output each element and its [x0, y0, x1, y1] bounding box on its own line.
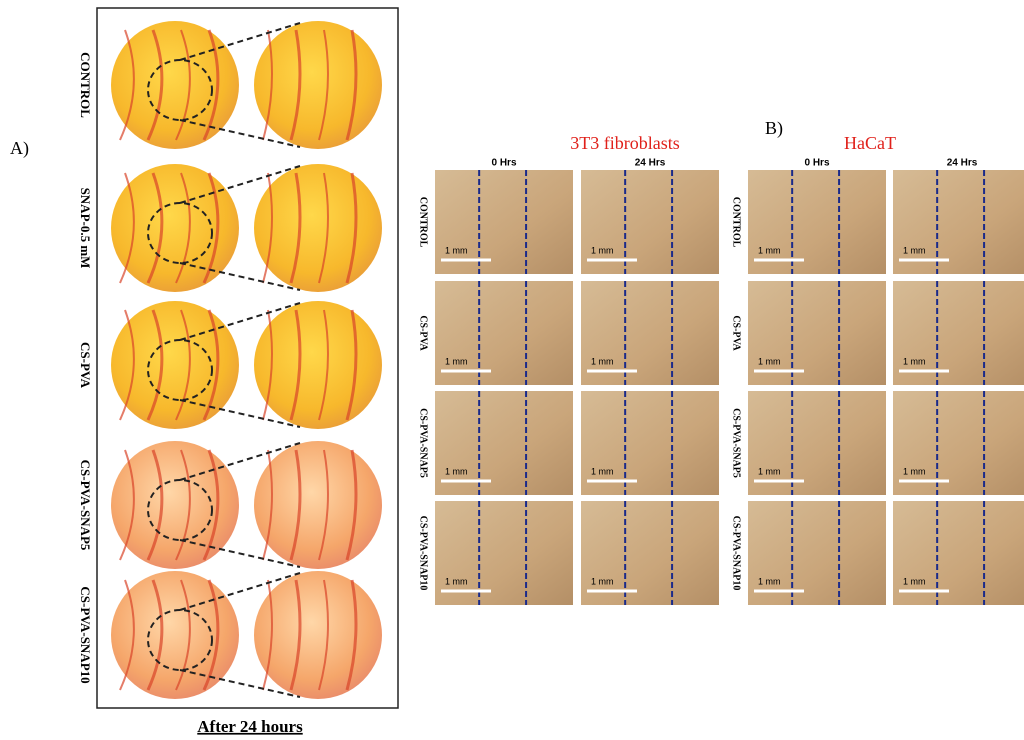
microscopy-image: [435, 391, 573, 495]
microscopy-image: [893, 501, 1024, 605]
scale-label: 1 mm: [591, 356, 614, 366]
egg-image: [254, 571, 382, 699]
column-header: 0 Hrs: [804, 158, 829, 169]
group-title: HaCaT: [844, 133, 896, 153]
microscopy-image: [748, 391, 886, 495]
microscopy-image: [581, 501, 719, 605]
microscopy-image: [748, 501, 886, 605]
scale-label: 1 mm: [758, 356, 781, 366]
egg-image: [254, 441, 382, 569]
row-label: CONTROL: [731, 197, 742, 248]
egg-image: [254, 301, 382, 429]
row-label: CS-PVA: [418, 315, 429, 351]
microscopy-image: [893, 281, 1024, 385]
row-label: CS-PVA-SNAP5: [418, 408, 429, 478]
row-label: CS-PVA: [78, 342, 93, 389]
microscopy-image: [581, 170, 719, 274]
microscopy-image: [581, 391, 719, 495]
row-label: CS-PVA-SNAP5: [78, 460, 93, 551]
scale-label: 1 mm: [445, 245, 468, 255]
scale-label: 1 mm: [758, 576, 781, 586]
scale-label: 1 mm: [903, 245, 926, 255]
microscopy-image: [748, 281, 886, 385]
row-label: CS-PVA-SNAP10: [731, 516, 742, 591]
scale-label: 1 mm: [445, 466, 468, 476]
figure: A) After 24 hours 3T3 fibroblasts B) HaC…: [0, 0, 1024, 740]
panel-label: B): [765, 118, 783, 139]
microscopy-image: [435, 501, 573, 605]
row-label: CS-PVA-SNAP10: [418, 516, 429, 591]
scale-label: 1 mm: [591, 466, 614, 476]
microscopy-image: [748, 170, 886, 274]
scale-label: 1 mm: [591, 245, 614, 255]
scale-label: 1 mm: [445, 356, 468, 366]
panel-label: A): [10, 138, 29, 159]
egg-image: [254, 21, 382, 149]
row-label: CONTROL: [418, 197, 429, 248]
row-label: CS-PVA-SNAP5: [731, 408, 742, 478]
row-label: CONTROL: [78, 52, 93, 118]
scale-label: 1 mm: [445, 576, 468, 586]
row-label: CS-PVA: [731, 315, 742, 351]
column-header: 24 Hrs: [947, 158, 978, 169]
scale-label: 1 mm: [903, 356, 926, 366]
microscopy-image: [893, 170, 1024, 274]
scale-label: 1 mm: [591, 576, 614, 586]
scale-label: 1 mm: [903, 466, 926, 476]
scale-label: 1 mm: [758, 245, 781, 255]
microscopy-image: [435, 281, 573, 385]
row-label: SNAP-0.5 mM: [78, 188, 93, 269]
column-header: 0 Hrs: [491, 158, 516, 169]
scale-label: 1 mm: [903, 576, 926, 586]
column-header: 24 Hrs: [635, 158, 666, 169]
scale-label: 1 mm: [758, 466, 781, 476]
microscopy-image: [435, 170, 573, 274]
caption: After 24 hours: [197, 717, 303, 736]
group-title: 3T3 fibroblasts: [570, 133, 680, 153]
egg-image: [254, 164, 382, 292]
microscopy-image: [581, 281, 719, 385]
microscopy-image: [893, 391, 1024, 495]
row-label: CS-PVA-SNAP10: [78, 586, 93, 683]
